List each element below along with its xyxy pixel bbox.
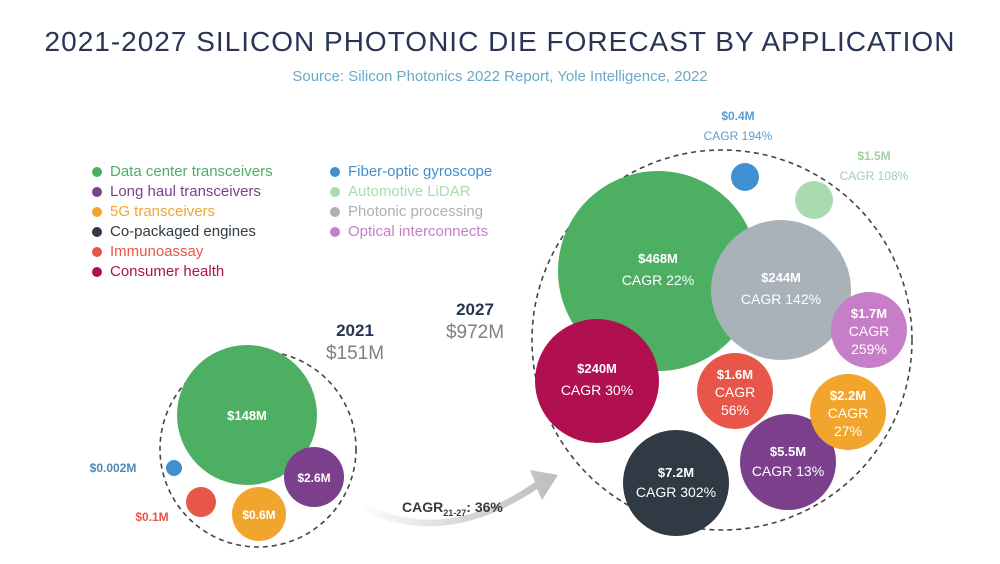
- legend-label: Optical interconnects: [348, 223, 489, 240]
- bubble-2027-cagr-label: CAGR 30%: [561, 382, 633, 398]
- year-2027-label: 2027: [456, 300, 494, 319]
- bubble-2027-photonic-processing: [711, 220, 851, 360]
- legend-label: Consumer health: [110, 263, 225, 280]
- bubble-2021-value-label: $0.1M: [135, 510, 168, 524]
- bubble-2027-consumer-health: [535, 319, 659, 443]
- legend-item-data-center-transceivers: Data center transceivers: [92, 162, 273, 182]
- bubble-2021-value-label: $2.6M: [297, 471, 330, 485]
- bubble-2021-fiber-optic-gyroscope: [166, 460, 182, 476]
- bubble-2027-5g-transceivers: [810, 374, 886, 450]
- bubble-2027-value-label: $1.5M: [857, 149, 890, 163]
- bubble-2027-fiber-optic-gyroscope: [731, 163, 759, 191]
- legend-item-co-packaged-engines: Co-packaged engines: [92, 222, 273, 242]
- legend-item-optical-interconnects: Optical interconnects: [330, 222, 492, 242]
- legend-item-5g-transceivers: 5G transceivers: [92, 202, 273, 222]
- legend-item-immunoassay: Immunoassay: [92, 242, 273, 262]
- bubble-2027-value-label: $1.6M: [717, 367, 753, 382]
- bubble-2027-cagr-label: 27%: [834, 423, 862, 439]
- bubbles-layer: $148M $2.6M $0.6M $0.1M $0.002M $468M CAGR 22%…: [90, 109, 909, 541]
- legend-dot: [92, 167, 102, 177]
- bubble-2021-value-label: $0.6M: [242, 508, 275, 522]
- legend-item-long-haul-transceivers: Long haul transceivers: [92, 182, 273, 202]
- legend-item-fiber-optic-gyroscope: Fiber-optic gyroscope: [330, 162, 492, 182]
- legend-label: 5G transceivers: [110, 203, 216, 220]
- bubble-2027-value-label: $5.5M: [770, 444, 806, 459]
- chart-title: 2021-2027 SILICON PHOTONIC DIE FORECAST …: [44, 26, 956, 57]
- bubble-2027-cagr-label: CAGR 108%: [840, 169, 909, 183]
- bubble-2027-immunoassay: [697, 353, 773, 429]
- legend-dot: [92, 227, 102, 237]
- legend-right: Fiber-optic gyroscope Automotive LiDAR Pho…: [330, 162, 492, 242]
- bubble-2027-value-label: $244M: [761, 270, 801, 285]
- total-2021-label: $151M: [325, 343, 385, 364]
- legend-label: Long haul transceivers: [110, 183, 261, 200]
- legend-label: Data center transceivers: [110, 163, 273, 180]
- chart-source: Source: Silicon Photonics 2022 Report, Y…: [292, 68, 708, 85]
- legend-dot: [92, 247, 102, 257]
- legend-item-consumer-health: Consumer health: [92, 262, 273, 282]
- bubble-2027-cagr-label: 259%: [851, 341, 887, 357]
- bubble-2027-value-label: $240M: [577, 361, 617, 376]
- bubble-2027-value-label: $1.7M: [851, 306, 887, 321]
- bubble-2027-automotive-lidar: [795, 181, 833, 219]
- year-2021-label: 2021: [336, 321, 374, 340]
- bubble-2027-long-haul-transceivers: [740, 414, 836, 510]
- total-2027-label: $972M: [445, 322, 505, 343]
- legend-dot: [92, 187, 102, 197]
- legend-item-photonic-processing: Photonic processing: [330, 202, 492, 222]
- outline-2027: [531, 149, 913, 531]
- bubble-2027-value-label: $7.2M: [658, 465, 694, 480]
- cagr-arrow-label: CAGR21-27: 36%: [402, 499, 503, 518]
- legend-label: Co-packaged engines: [110, 223, 256, 240]
- bubble-2027-value-label: $2.2M: [830, 388, 866, 403]
- bubble-2027-value-label: $468M: [638, 251, 678, 266]
- bubble-2027-cagr-label: 56%: [721, 402, 749, 418]
- legend-label: Automotive LiDAR: [348, 183, 471, 200]
- bubble-2027-cagr-label: CAGR 302%: [636, 484, 716, 500]
- legend-dot: [92, 267, 102, 277]
- bubble-2021-data-center-transceivers: [177, 345, 317, 485]
- bubble-2027-cagr-label: CAGR: [715, 384, 755, 400]
- bubble-2021-value-label: $0.002M: [90, 461, 137, 475]
- bubble-2027-cagr-label: CAGR 142%: [741, 291, 821, 307]
- bubble-2027-value-label: $0.4M: [721, 109, 754, 123]
- bubble-2027-cagr-label: CAGR: [849, 323, 889, 339]
- bubble-2027-cagr-label: CAGR 13%: [752, 463, 824, 479]
- bubble-2021-long-haul-transceivers: [284, 447, 344, 507]
- bubble-2027-cagr-label: CAGR 22%: [622, 272, 694, 288]
- bubble-2027-cagr-label: CAGR: [828, 405, 868, 421]
- bubble-2021-5g-transceivers: [232, 487, 286, 541]
- legend-dot: [330, 227, 340, 237]
- legend-dot: [92, 207, 102, 217]
- legend-label: Photonic processing: [348, 203, 484, 220]
- growth-arrow: [358, 470, 558, 527]
- bubble-2027-optical-interconnects: [831, 292, 907, 368]
- legend-dot: [330, 207, 340, 217]
- legend-label: Immunoassay: [110, 243, 204, 260]
- legend-left: Data center transceivers Long haul transc…: [92, 162, 273, 282]
- bubble-2021-immunoassay: [186, 487, 216, 517]
- bubble-2027-co-packaged-engines: [623, 430, 729, 536]
- bubble-2021-value-label: $148M: [227, 408, 267, 423]
- legend-item-automotive-lidar: Automotive LiDAR: [330, 182, 492, 202]
- legend-dot: [330, 167, 340, 177]
- bubble-2027-cagr-label: CAGR 194%: [704, 129, 773, 143]
- legend-label: Fiber-optic gyroscope: [348, 163, 493, 180]
- legend-dot: [330, 187, 340, 197]
